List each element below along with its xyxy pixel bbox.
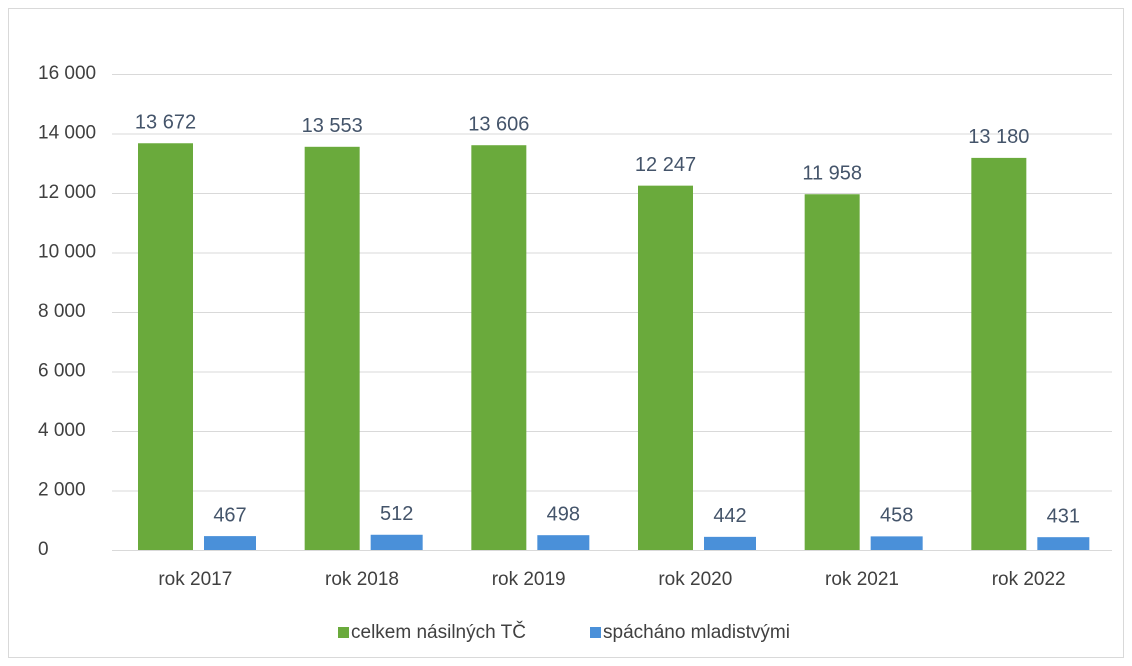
x-tick-label: rok 2022	[992, 569, 1066, 590]
data-label: 12 247	[635, 154, 696, 176]
bar	[1037, 537, 1090, 550]
bar	[537, 535, 590, 550]
bar	[204, 536, 256, 550]
data-label: 13 180	[968, 126, 1029, 148]
bar	[304, 146, 360, 550]
bar	[370, 534, 423, 550]
y-tick-label: 12 000	[38, 182, 96, 203]
x-tick-label: rok 2021	[825, 569, 899, 590]
y-tick-label: 10 000	[38, 242, 96, 263]
x-tick-label: rok 2019	[492, 569, 566, 590]
bar	[704, 536, 756, 550]
bar	[471, 145, 527, 550]
data-label: 431	[1047, 505, 1080, 527]
data-label: 442	[713, 505, 746, 527]
legend-label: celkem násilných TČ	[351, 621, 526, 643]
data-label: 498	[547, 503, 580, 525]
bar	[638, 185, 693, 551]
legend-swatch	[590, 627, 601, 638]
y-tick-label: 16 000	[38, 63, 96, 84]
y-tick-label: 8 000	[38, 301, 86, 322]
y-tick-label: 2 000	[38, 480, 86, 501]
y-tick-label: 4 000	[38, 420, 86, 441]
bar	[870, 536, 923, 550]
bar	[971, 157, 1027, 550]
x-tick-label: rok 2018	[325, 569, 399, 590]
y-tick-label: 14 000	[38, 123, 96, 144]
legend-label: spácháno mladistvými	[603, 622, 790, 643]
data-label: 512	[380, 503, 413, 525]
legend-swatch	[338, 627, 349, 638]
data-label: 13 553	[302, 115, 363, 137]
data-label: 467	[213, 504, 246, 526]
data-label: 458	[880, 505, 913, 527]
bar	[138, 143, 193, 550]
x-tick-label: rok 2020	[658, 569, 732, 590]
y-tick-label: 6 000	[38, 361, 86, 382]
data-label: 13 606	[468, 114, 529, 136]
data-label: 13 672	[135, 112, 196, 134]
y-tick-label: 0	[38, 539, 49, 560]
data-label: 11 958	[802, 163, 862, 185]
x-tick-label: rok 2017	[158, 569, 232, 590]
bar	[804, 194, 860, 550]
